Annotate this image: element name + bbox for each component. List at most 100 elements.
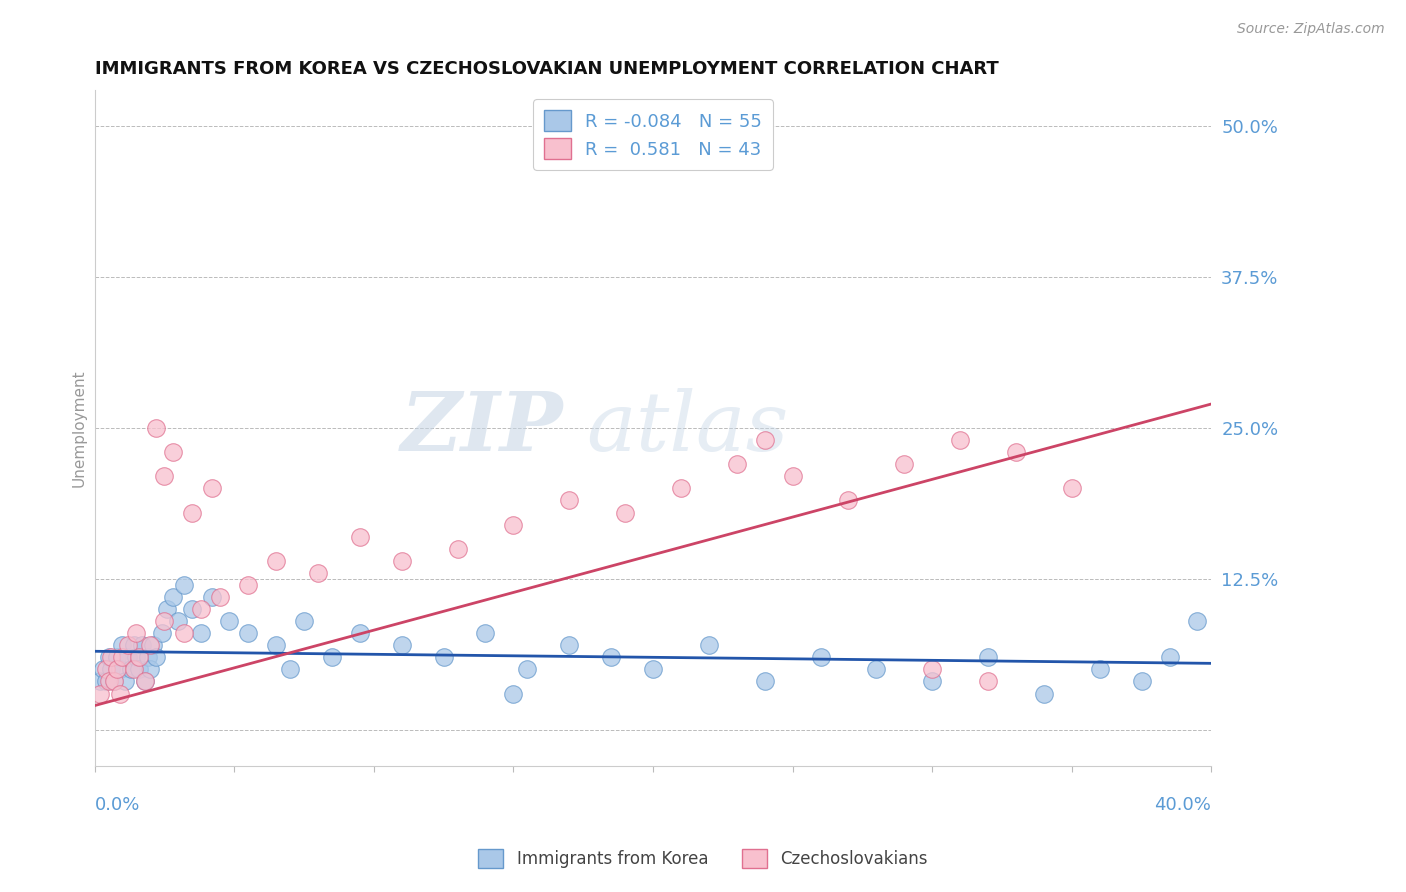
Point <box>145 650 167 665</box>
Point <box>391 638 413 652</box>
Point <box>108 686 131 700</box>
Text: atlas: atlas <box>586 388 789 468</box>
Point <box>446 541 468 556</box>
Point <box>131 638 153 652</box>
Point <box>278 662 301 676</box>
Point <box>120 662 142 676</box>
Point <box>218 614 240 628</box>
Point <box>725 457 748 471</box>
Point <box>103 674 125 689</box>
Point <box>600 650 623 665</box>
Point <box>782 469 804 483</box>
Point <box>125 650 148 665</box>
Point <box>142 638 165 652</box>
Point <box>669 482 692 496</box>
Point <box>91 662 114 676</box>
Point <box>108 662 131 676</box>
Text: 0.0%: 0.0% <box>94 796 141 814</box>
Point <box>139 638 162 652</box>
Point <box>89 674 111 689</box>
Point <box>134 674 156 689</box>
Point <box>162 590 184 604</box>
Point <box>173 626 195 640</box>
Point <box>100 662 122 676</box>
Point <box>134 674 156 689</box>
Point <box>114 674 136 689</box>
Point <box>136 650 159 665</box>
Point <box>105 662 128 676</box>
Point <box>181 602 204 616</box>
Point <box>122 662 145 676</box>
Point <box>89 686 111 700</box>
Point <box>754 433 776 447</box>
Point <box>139 662 162 676</box>
Point <box>949 433 972 447</box>
Point <box>865 662 887 676</box>
Point <box>264 638 287 652</box>
Point <box>349 530 371 544</box>
Point <box>94 674 117 689</box>
Point <box>810 650 832 665</box>
Point <box>321 650 343 665</box>
Text: IMMIGRANTS FROM KOREA VS CZECHOSLOVAKIAN UNEMPLOYMENT CORRELATION CHART: IMMIGRANTS FROM KOREA VS CZECHOSLOVAKIAN… <box>94 60 998 78</box>
Point <box>201 482 224 496</box>
Point <box>153 614 176 628</box>
Point <box>349 626 371 640</box>
Point <box>190 602 212 616</box>
Point <box>201 590 224 604</box>
Point <box>117 638 139 652</box>
Point <box>117 650 139 665</box>
Point <box>190 626 212 640</box>
Point <box>97 674 120 689</box>
Y-axis label: Unemployment: Unemployment <box>72 369 86 487</box>
Point <box>474 626 496 640</box>
Point <box>162 445 184 459</box>
Point <box>1130 674 1153 689</box>
Point <box>516 662 538 676</box>
Text: Source: ZipAtlas.com: Source: ZipAtlas.com <box>1237 22 1385 37</box>
Point <box>100 650 122 665</box>
Point <box>977 650 1000 665</box>
Point <box>1159 650 1181 665</box>
Point <box>697 638 720 652</box>
Point <box>558 493 581 508</box>
Legend: R = -0.084   N = 55, R =  0.581   N = 43: R = -0.084 N = 55, R = 0.581 N = 43 <box>533 99 773 169</box>
Point <box>391 554 413 568</box>
Point <box>236 626 259 640</box>
Point <box>236 578 259 592</box>
Point <box>1060 482 1083 496</box>
Point <box>128 650 150 665</box>
Point <box>105 650 128 665</box>
Point <box>94 662 117 676</box>
Point <box>641 662 664 676</box>
Point <box>921 662 943 676</box>
Point <box>432 650 454 665</box>
Point <box>1088 662 1111 676</box>
Point <box>145 421 167 435</box>
Point <box>153 469 176 483</box>
Point <box>167 614 190 628</box>
Legend: Immigrants from Korea, Czechoslovakians: Immigrants from Korea, Czechoslovakians <box>472 842 934 875</box>
Point <box>1032 686 1054 700</box>
Point <box>156 602 179 616</box>
Point <box>150 626 173 640</box>
Point <box>103 674 125 689</box>
Point <box>893 457 915 471</box>
Point <box>97 650 120 665</box>
Point <box>558 638 581 652</box>
Point <box>921 674 943 689</box>
Point <box>977 674 1000 689</box>
Point <box>122 638 145 652</box>
Text: ZIP: ZIP <box>401 388 564 468</box>
Point <box>111 650 134 665</box>
Point <box>307 566 329 580</box>
Point <box>292 614 315 628</box>
Text: 40.0%: 40.0% <box>1154 796 1212 814</box>
Point <box>264 554 287 568</box>
Point <box>754 674 776 689</box>
Point <box>837 493 859 508</box>
Point <box>128 662 150 676</box>
Point <box>502 517 524 532</box>
Point <box>173 578 195 592</box>
Point <box>1187 614 1209 628</box>
